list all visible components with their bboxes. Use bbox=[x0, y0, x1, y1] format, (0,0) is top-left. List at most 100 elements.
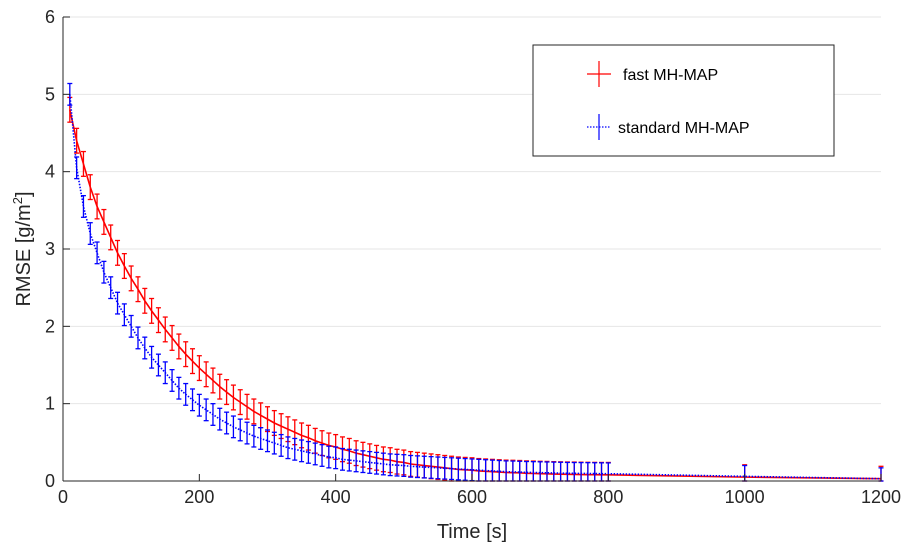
errorbar-fast bbox=[128, 265, 134, 292]
errorbar-fast bbox=[74, 127, 80, 154]
errorbar-standard bbox=[101, 260, 107, 284]
series-line-standard bbox=[69, 94, 882, 480]
x-tick-label: 800 bbox=[593, 487, 623, 507]
errorbar-fast bbox=[101, 208, 107, 235]
errorbar-standard bbox=[305, 440, 311, 464]
y-tick-label: 6 bbox=[45, 7, 55, 27]
errorbar-standard bbox=[237, 418, 243, 442]
y-axis-label-main: RMSE [g/m bbox=[13, 204, 35, 306]
errorbar-standard bbox=[94, 241, 100, 265]
errorbar-standard bbox=[312, 442, 318, 466]
y-tick-label: 4 bbox=[45, 162, 55, 182]
errorbar-standard bbox=[121, 303, 127, 327]
errorbar-fast bbox=[224, 379, 230, 406]
errorbar-standard bbox=[353, 449, 359, 473]
errorbar-fast bbox=[80, 150, 86, 177]
errorbar-fast bbox=[210, 367, 216, 394]
errorbar-standard bbox=[196, 393, 202, 417]
errorbar-standard bbox=[319, 444, 325, 467]
errorbar-standard bbox=[367, 450, 373, 474]
errorbar-standard bbox=[408, 454, 414, 478]
errorbar-standard bbox=[224, 411, 230, 435]
errorbar-standard bbox=[510, 460, 516, 482]
errorbar-standard bbox=[230, 415, 236, 439]
errorbar-standard bbox=[128, 314, 134, 338]
legend-item-fast: fast MH-MAP bbox=[587, 61, 718, 87]
legend-label-fast: fast MH-MAP bbox=[623, 67, 718, 84]
legend-box bbox=[532, 44, 835, 157]
errorbar-standard bbox=[455, 457, 461, 481]
errorbar-standard bbox=[190, 388, 196, 412]
legend-label-standard: standard MH-MAP bbox=[618, 120, 750, 137]
errorbar-fast bbox=[230, 384, 236, 411]
errorbar-standard bbox=[585, 462, 591, 482]
errorbar-standard bbox=[346, 448, 352, 472]
errorbar-standard bbox=[271, 431, 277, 455]
errorbar-fast bbox=[142, 287, 148, 314]
errorbar-standard bbox=[74, 156, 80, 180]
errorbar-standard bbox=[87, 222, 93, 246]
y-axis-label-close: ] bbox=[13, 191, 35, 197]
errorbar-standard bbox=[578, 461, 584, 482]
errorbar-standard bbox=[435, 456, 441, 480]
errorbar-fast bbox=[155, 307, 161, 334]
errorbar-fast bbox=[121, 252, 127, 280]
errorbar-standard bbox=[462, 457, 468, 481]
errorbar-standard bbox=[592, 462, 598, 482]
y-tick-label: 0 bbox=[45, 471, 55, 491]
errorbar-standard bbox=[162, 361, 168, 385]
errorbar-standard bbox=[183, 382, 189, 406]
errorbar-standard bbox=[414, 455, 420, 479]
errorbar-standard bbox=[387, 453, 393, 477]
errorbar-standard bbox=[142, 336, 148, 360]
errorbar-fast bbox=[87, 174, 93, 201]
errorbar-standard bbox=[449, 457, 455, 481]
errorbar-standard bbox=[108, 276, 114, 300]
errorbar-fast bbox=[196, 355, 202, 382]
errorbar-fast bbox=[237, 389, 243, 416]
x-tick-label: 1000 bbox=[725, 487, 765, 507]
errorbar-fast bbox=[251, 398, 257, 425]
errorbar-standard bbox=[544, 461, 550, 482]
errorbar-standard bbox=[537, 461, 543, 482]
errorbar-fast bbox=[162, 316, 168, 343]
legend: fast MH-MAP standard MH-MAP bbox=[532, 44, 835, 157]
errorbar-standard bbox=[428, 455, 434, 479]
errorbar-standard bbox=[278, 433, 284, 457]
errorbar-fast bbox=[169, 324, 175, 351]
errorbar-fast bbox=[265, 406, 270, 433]
x-axis-label: Time [s] bbox=[437, 521, 507, 542]
errorbar-fast bbox=[258, 402, 264, 429]
errorbar-standard bbox=[176, 376, 182, 400]
errorbar-standard bbox=[203, 398, 209, 422]
errorbar-standard bbox=[258, 426, 264, 450]
errorbar-fast bbox=[115, 239, 121, 266]
errorbar-fast bbox=[217, 373, 223, 400]
legend-item-standard: standard MH-MAP bbox=[587, 114, 750, 140]
errorbar-standard bbox=[149, 345, 155, 369]
errorbar-standard bbox=[333, 446, 339, 470]
errorbar-standard bbox=[558, 461, 564, 482]
x-tick-label: 1200 bbox=[861, 487, 901, 507]
errorbar-standard bbox=[517, 460, 523, 482]
errorbar-fast bbox=[176, 333, 182, 360]
errorbar-standard bbox=[135, 326, 141, 350]
errorbar-standard bbox=[169, 368, 175, 392]
y-axis-label-superscript: 2 bbox=[10, 197, 25, 204]
errorbar-standard bbox=[374, 451, 380, 475]
errorbar-standard bbox=[421, 455, 427, 479]
errorbar-standard bbox=[401, 454, 407, 478]
errorbar-standard bbox=[80, 194, 86, 218]
x-ticks: 0 200 400 600 800 1000 1200 bbox=[58, 474, 901, 507]
series-standard bbox=[67, 82, 884, 482]
y-axis-label: RMSE [g/m2] bbox=[10, 191, 35, 306]
x-tick-label: 600 bbox=[457, 487, 487, 507]
errorbar-standard bbox=[599, 462, 605, 482]
errorbar-standard bbox=[251, 424, 257, 448]
grid-lines bbox=[63, 16, 881, 405]
errorbar-fast bbox=[149, 297, 155, 324]
errorbar-standard bbox=[285, 436, 291, 460]
series-line-fast bbox=[69, 109, 882, 480]
errorbar-standard bbox=[217, 407, 223, 431]
